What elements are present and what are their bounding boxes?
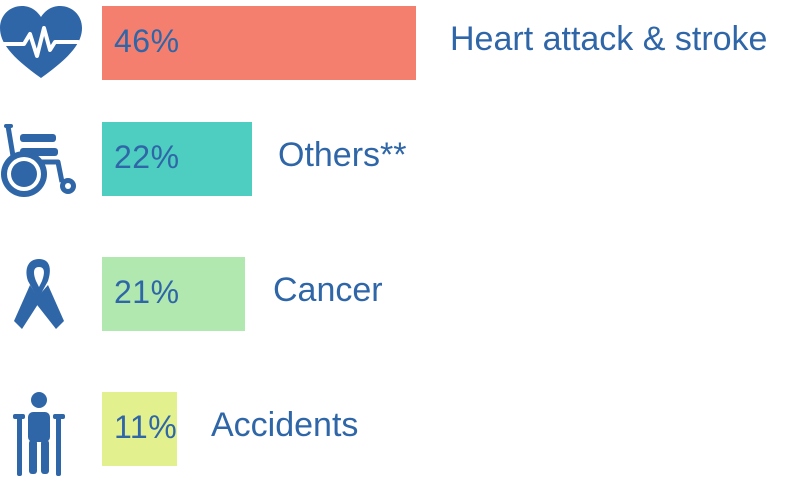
- category-label-others: Others**: [278, 136, 407, 174]
- bar-others: 22%: [102, 122, 252, 196]
- bar-cancer: 21%: [102, 257, 245, 331]
- chart-row-cancer: 21% Cancer: [0, 257, 798, 333]
- category-label-accidents: Accidents: [211, 406, 359, 444]
- ribbon-icon: [0, 257, 90, 333]
- heartbeat-icon: [0, 6, 90, 82]
- category-label-cancer: Cancer: [273, 271, 383, 309]
- category-label-heart-attack: Heart attack & stroke: [450, 20, 768, 58]
- value-label-accidents: 11%: [114, 409, 178, 445]
- bar-heart-attack: 46%: [102, 6, 416, 80]
- chart-row-heart-attack: 46% Heart attack & stroke: [0, 6, 798, 82]
- bar-accidents: 11%: [102, 392, 177, 466]
- value-label-others: 22%: [114, 139, 180, 175]
- value-label-heart-attack: 46%: [114, 23, 180, 59]
- crutches-person-icon: [0, 392, 90, 476]
- chart-row-others: 22% Others**: [0, 122, 798, 198]
- value-label-cancer: 21%: [114, 274, 180, 310]
- wheelchair-icon: [0, 122, 90, 198]
- chart-row-accidents: 11% Accidents: [0, 392, 798, 476]
